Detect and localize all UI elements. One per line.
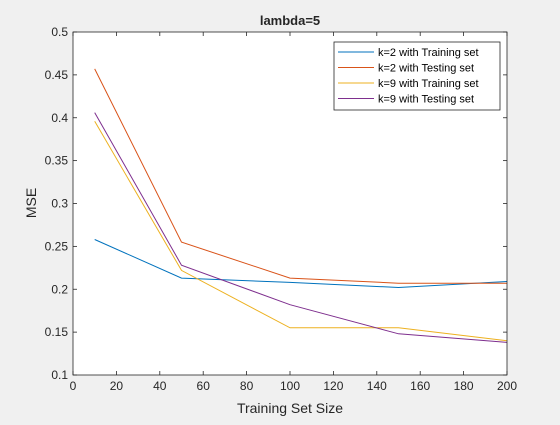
axes-layer: 0 20 40 60 80 100 120 140 160 180 200 0.1 0.15 0.2 0.2… xyxy=(45,25,518,393)
y-tick-label: 0.25 xyxy=(45,239,69,253)
x-tick-label: 0 xyxy=(70,379,77,393)
x-axis-label: Training Set Size xyxy=(237,400,343,416)
x-tick-label: 120 xyxy=(323,379,343,393)
legend-label-1: k=2 with Training set xyxy=(378,47,479,59)
chart-title: lambda=5 xyxy=(260,13,320,28)
y-tick-label: 0.3 xyxy=(51,197,68,211)
x-tick-label: 40 xyxy=(153,379,167,393)
x-tick-label: 20 xyxy=(110,379,124,393)
y-tick-label: 0.4 xyxy=(51,111,68,125)
series-line-3 xyxy=(94,120,508,342)
y-tick-label: 0.45 xyxy=(45,68,69,82)
x-tick-label: 140 xyxy=(367,379,387,393)
legend-label-3: k=9 with Training set xyxy=(378,78,479,90)
x-tick-label: 80 xyxy=(240,379,254,393)
series-line-1 xyxy=(94,239,508,289)
x-tick-label: 180 xyxy=(454,379,474,393)
series-line-4 xyxy=(94,112,508,343)
y-tick-label: 0.5 xyxy=(51,25,68,39)
x-tick-label: 200 xyxy=(497,379,517,393)
y-tick-label: 0.1 xyxy=(51,368,68,382)
y-tick-label: 0.35 xyxy=(45,154,69,168)
y-axis-label: MSE xyxy=(23,188,39,218)
y-tick-label: 0.15 xyxy=(45,325,69,339)
legend: k=2 with Training set k=2 with Testing se… xyxy=(333,41,501,111)
x-tick-label: 100 xyxy=(280,379,300,393)
x-tick-label: 160 xyxy=(410,379,430,393)
legend-label-2: k=2 with Testing set xyxy=(378,63,474,75)
legend-label-4: k=9 with Testing set xyxy=(378,94,474,106)
x-tick-label: 60 xyxy=(197,379,211,393)
y-tick-label: 0.2 xyxy=(51,282,68,296)
series-layer xyxy=(94,68,508,343)
series-line-2 xyxy=(94,68,507,284)
